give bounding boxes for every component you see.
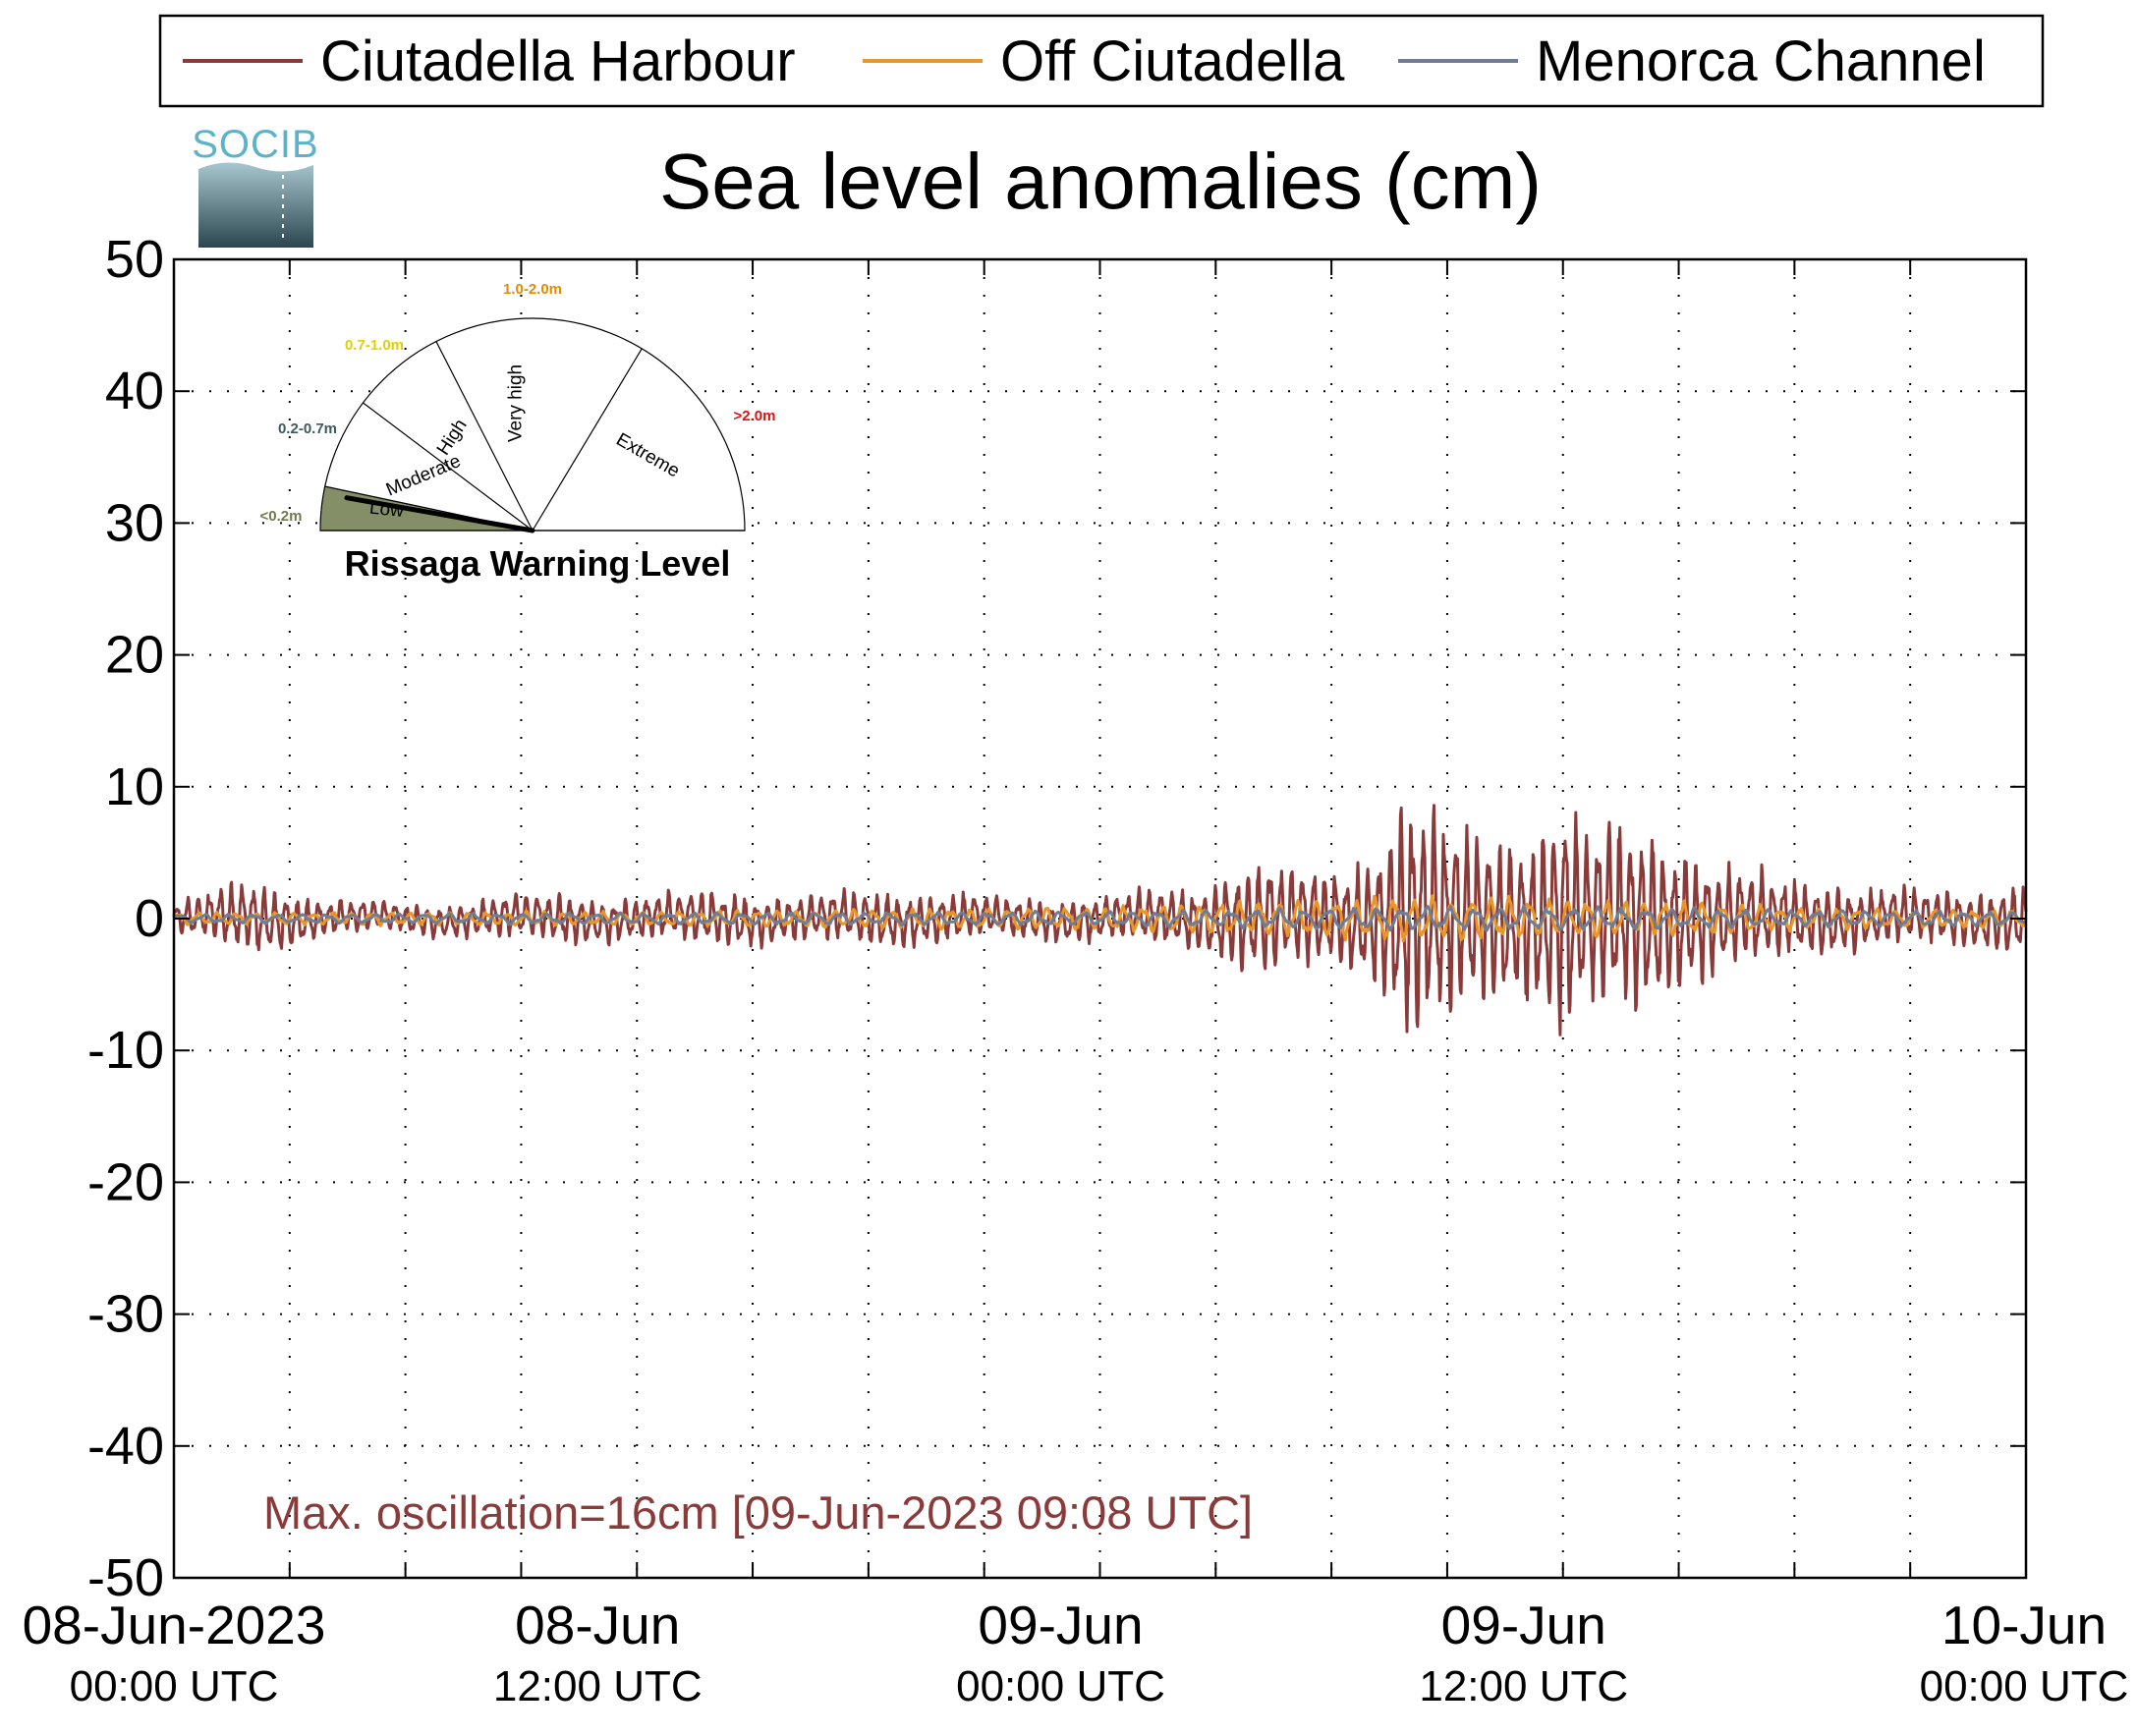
x-tick-time-label: 12:00 UTC: [493, 1662, 703, 1710]
gauge-semicircle: [319, 317, 746, 532]
axis-ticks: [174, 259, 2026, 1578]
gauge-needle: [344, 495, 535, 533]
y-tick-label: 50: [105, 230, 164, 289]
legend: Ciutadella Harbour Off Ciutadella Menorc…: [158, 14, 2045, 108]
gauge-divider: [363, 402, 534, 532]
y-tick-label: 30: [105, 493, 164, 552]
gauge-range-moderate: 0.2-0.7m: [278, 420, 337, 437]
plot-area: 50 40 30 20 10 0 -10 -20 -30 -40 -50 08-Jun-2023 00…: [23, 230, 2129, 1710]
x-tick-date-label: 10-Jun: [1941, 1595, 2107, 1655]
series-line-menorca-channel: [173, 904, 2027, 932]
gauge-range-high: 0.7-1.0m: [345, 337, 404, 354]
y-tick-label: 40: [105, 362, 164, 420]
gauge-level-very-high: Very high: [506, 364, 527, 442]
series-layer: [172, 804, 2028, 1036]
logo-wave-icon: [198, 162, 313, 172]
legend-box: [158, 14, 2045, 108]
gauge-range-very-high: 1.0-2.0m: [503, 281, 562, 298]
y-tick-label: 20: [105, 626, 164, 685]
series-line-ciutadella-harbour: [172, 804, 2028, 1036]
x-tick-time-label: 00:00 UTC: [70, 1662, 279, 1710]
gauge-range-extreme: >2.0m: [734, 408, 776, 424]
logo-wave-block: [198, 162, 313, 248]
chart-title: Sea level anomalies (cm): [659, 138, 1542, 225]
gauge-title: Rissaga Warning Level: [345, 543, 731, 584]
gauge-divider: [435, 341, 534, 532]
x-tick-time-label: 12:00 UTC: [1419, 1662, 1628, 1710]
y-tick-label: -20: [87, 1152, 164, 1211]
y-axis-labels: 50 40 30 20 10 0 -10 -20 -30 -40 -50: [87, 230, 164, 1607]
y-tick-label: -40: [87, 1417, 164, 1476]
x-axis-labels: 08-Jun-2023 00:00 UTC 08-Jun 12:00 UTC 09-Ju…: [23, 1595, 2129, 1710]
x-tick-date-label: 09-Jun: [1441, 1595, 1606, 1655]
y-tick-label: -30: [87, 1285, 164, 1344]
max-oscillation-annotation: Max. oscillation=16cm [09-Jun-2023 09:08…: [263, 1486, 1253, 1539]
gauge-range-low: <0.2m: [260, 508, 303, 525]
y-tick-label: -50: [87, 1548, 164, 1607]
y-tick-label: 0: [135, 889, 164, 948]
legend-label-menorca-channel: Menorca Channel: [1536, 29, 1986, 93]
x-tick-date-label: 08-Jun-2023: [23, 1595, 326, 1655]
x-tick-date-label: 08-Jun: [515, 1595, 680, 1655]
gauge-level-low: Low: [368, 498, 405, 523]
logo-text: SOCIB: [192, 123, 318, 166]
legend-label-ciutadella-harbour: Ciutadella Harbour: [320, 29, 796, 93]
socib-logo: SOCIB: [192, 123, 318, 248]
gauge-divider: [532, 348, 643, 532]
x-tick-time-label: 00:00 UTC: [1920, 1662, 2129, 1710]
rissaga-gauge: Low Moderate High Very high Extreme <0.2…: [260, 281, 776, 584]
y-tick-label: 10: [105, 757, 164, 816]
y-tick-label: -10: [87, 1021, 164, 1080]
x-tick-date-label: 09-Jun: [978, 1595, 1143, 1655]
legend-label-off-ciutadella: Off Ciutadella: [1000, 29, 1345, 93]
x-tick-time-label: 00:00 UTC: [956, 1662, 1165, 1710]
